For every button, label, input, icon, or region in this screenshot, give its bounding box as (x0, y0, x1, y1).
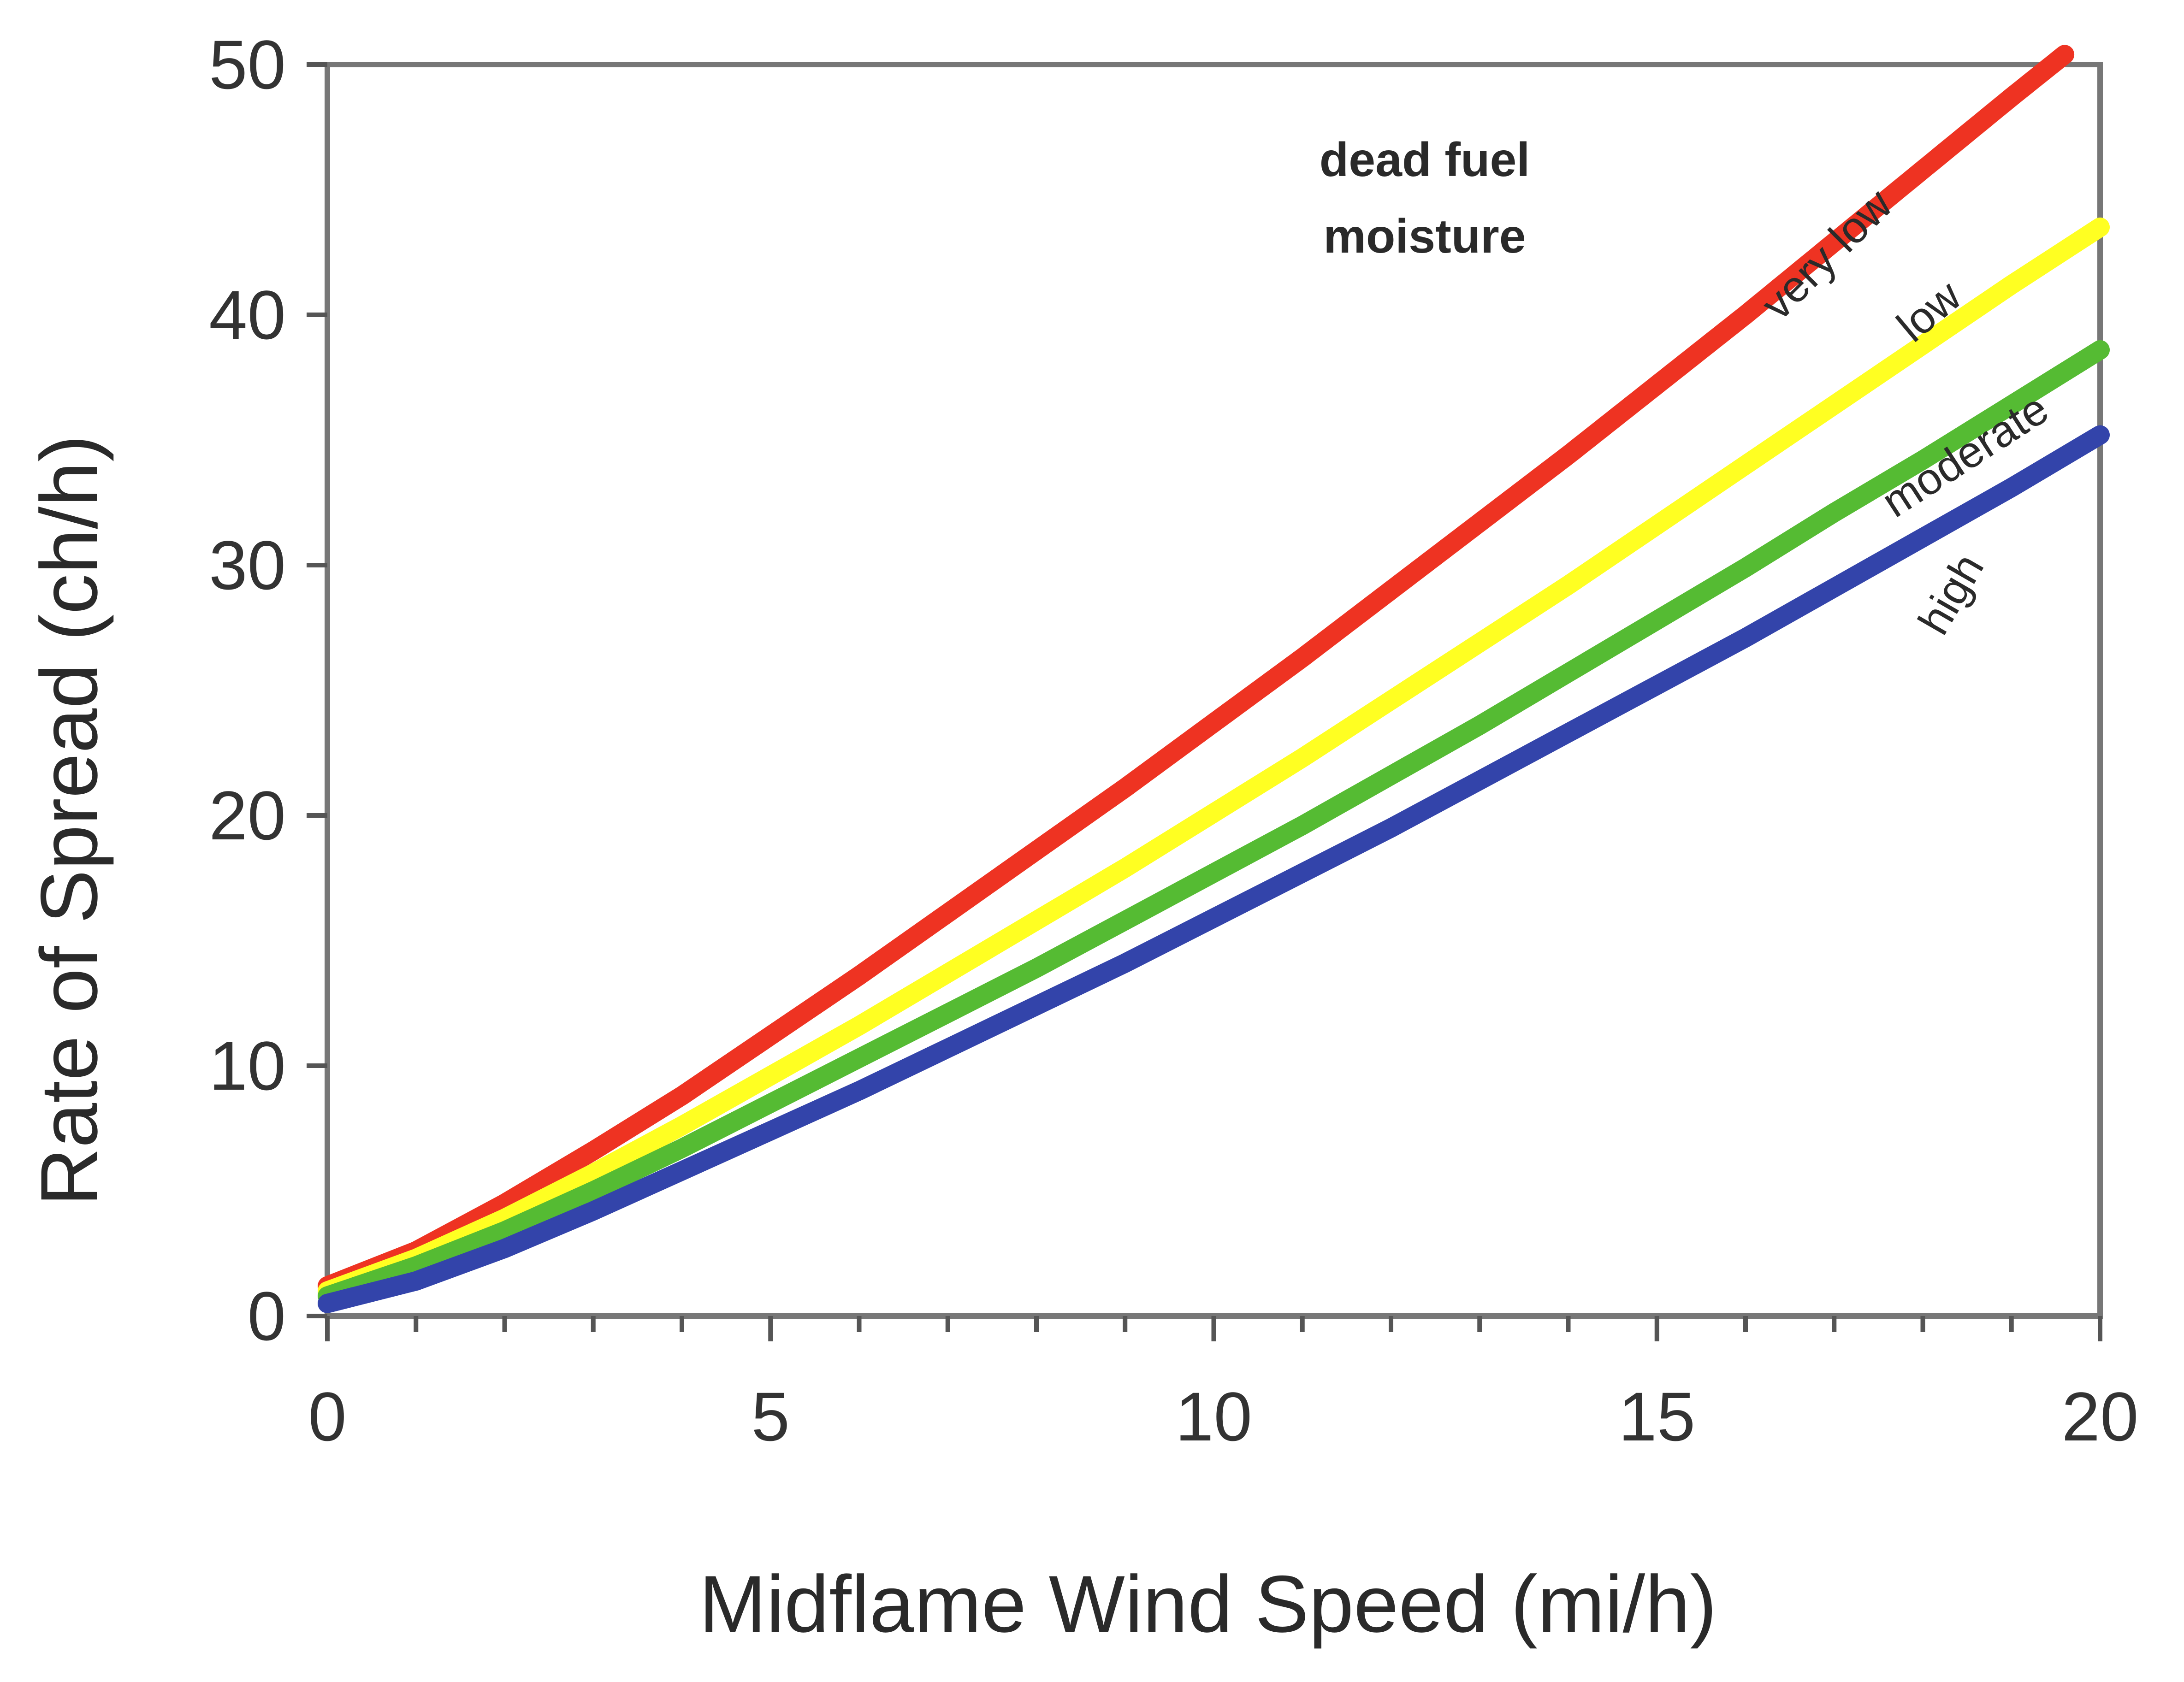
annotation-line-2: moisture (1323, 210, 1526, 263)
series-line-very-low (318, 45, 2075, 1296)
annotation-line-1: dead fuel (1320, 133, 1530, 187)
series-group (318, 45, 2110, 1313)
x-tick-label: 5 (752, 1378, 790, 1455)
x-axis-title: Midflame Wind Speed (mi/h) (699, 1559, 1717, 1649)
series-label-very-low: very low (1752, 179, 1902, 329)
y-tick-label: 20 (209, 777, 286, 854)
x-tick-label: 20 (2062, 1378, 2139, 1455)
series-line-moderate (318, 340, 2110, 1306)
series-label-high: high (1909, 545, 1993, 643)
y-tick-label: 30 (209, 526, 286, 604)
axes-group: 0 5 10 15 20 0 10 20 30 40 50 (209, 26, 2138, 1455)
x-tick-label: 10 (1175, 1378, 1252, 1455)
series-label-low: low (1888, 271, 1971, 351)
x-tick-label: 0 (308, 1378, 346, 1455)
y-tick-label: 50 (209, 26, 286, 103)
y-tick-label: 0 (248, 1277, 286, 1355)
y-axis-title: Rate of Spread (ch/h) (24, 435, 114, 1206)
series-line-low (318, 217, 2110, 1301)
y-tick-label: 40 (209, 276, 286, 354)
y-tick-label: 10 (209, 1027, 286, 1104)
series-line-high (318, 425, 2110, 1313)
x-tick-label: 15 (1618, 1378, 1695, 1455)
